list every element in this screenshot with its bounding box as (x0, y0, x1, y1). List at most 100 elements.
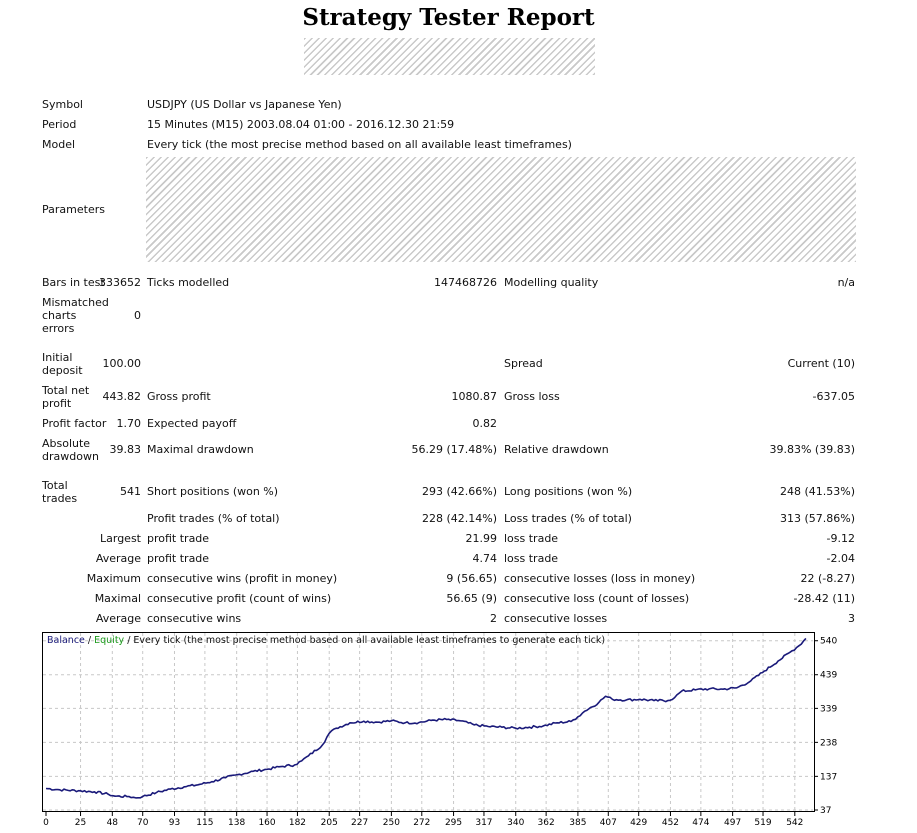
profit-factor-value: 1.70 (116, 417, 142, 430)
legend-balance: Balance (47, 635, 85, 646)
max-consecutive-losses-label: consecutive losses (loss in money) (504, 572, 696, 585)
gross-profit-label: Gross profit (147, 390, 211, 403)
largest-loss-value: -9.12 (826, 532, 855, 545)
legend-equity: Equity (94, 635, 124, 646)
period-value: 15 Minutes (M15) 2003.08.04 01:00 - 2016… (147, 118, 455, 131)
relative-drawdown-value: 39.83% (39.83) (769, 443, 855, 456)
x-tick-label: 25 (75, 818, 86, 828)
maximal-consecutive-loss-value: -28.42 (11) (793, 592, 855, 605)
quality-label: Modelling quality (504, 276, 599, 289)
ticks-value: 147468726 (434, 276, 497, 289)
y-tick-label: 137 (820, 772, 837, 782)
parameters-label: Parameters (42, 203, 105, 216)
x-tick-label: 542 (786, 818, 803, 828)
x-tick-label: 452 (662, 818, 679, 828)
mismatched-label: Mismatched (42, 296, 109, 309)
net-profit-value: 443.82 (102, 390, 142, 403)
absolute-drawdown-value: 39.83 (109, 443, 142, 456)
largest-profit-label: profit trade (147, 532, 210, 545)
initial-deposit-label: deposit (42, 364, 83, 377)
maximal-consecutive-profit-label: consecutive profit (count of wins) (147, 592, 332, 605)
legend-separator: / (85, 635, 94, 646)
short-positions-value: 293 (42.66%) (421, 485, 497, 498)
loss-trades-label: Loss trades (% of total) (504, 512, 632, 525)
maximal-consecutive-profit-value: 56.65 (9) (446, 592, 497, 605)
maximal-drawdown-label: Maximal drawdown (147, 443, 254, 456)
absolute-drawdown-label: Absolute (42, 437, 91, 450)
x-tick-label: 295 (445, 818, 462, 828)
maximal-drawdown-value: 56.29 (17.48%) (411, 443, 497, 456)
y-tick-label: 339 (820, 704, 837, 714)
model-value: Every tick (the most precise method base… (147, 138, 572, 151)
spread-value: Current (10) (787, 357, 855, 370)
y-axis-ticks: 540 439 339 238 137 37 (814, 637, 837, 816)
expected-payoff-label: Expected payoff (147, 417, 237, 430)
max-consecutive-losses-value: 22 (-8.27) (800, 572, 855, 585)
loss-trades-value: 313 (57.86%) (779, 512, 855, 525)
initial-deposit-value: 100.00 (102, 357, 142, 370)
symbol-value: USDJPY (US Dollar vs Japanese Yen) (147, 98, 342, 111)
bars-value: 333652 (99, 276, 141, 289)
gross-profit-value: 1080.87 (451, 390, 498, 403)
x-tick-label: 340 (507, 818, 524, 828)
maximum-label: Maximum (86, 572, 141, 585)
x-tick-label: 250 (383, 818, 400, 828)
y-tick-label: 37 (820, 806, 831, 816)
average-consecutive-wins-label: consecutive wins (147, 612, 242, 625)
total-trades-label: trades (42, 492, 78, 505)
x-tick-label: 519 (754, 818, 771, 828)
average-loss-label: loss trade (504, 552, 559, 565)
profit-factor-label: Profit factor (42, 417, 107, 430)
chart-grid (43, 633, 813, 811)
bars-label: Bars in test (42, 276, 105, 289)
largest-label: Largest (100, 532, 141, 545)
period-label: Period (42, 118, 77, 131)
x-tick-label: 362 (538, 818, 555, 828)
maximal-consecutive-loss-label: consecutive loss (count of losses) (504, 592, 690, 605)
x-tick-label: 138 (228, 818, 245, 828)
spread-label: Spread (504, 357, 543, 370)
balance-line (45, 637, 807, 799)
mismatched-label: errors (42, 322, 75, 335)
x-tick-label: 0 (43, 818, 49, 828)
symbol-label: Symbol (42, 98, 83, 111)
total-trades-value: 541 (120, 485, 141, 498)
y-tick-label: 540 (820, 637, 837, 647)
company-logo-hatch (304, 38, 595, 75)
max-consecutive-wins-value: 9 (56.65) (446, 572, 497, 585)
long-positions-label: Long positions (won %) (504, 485, 633, 498)
maximal-label: Maximal (94, 592, 141, 605)
x-tick-label: 407 (600, 818, 617, 828)
average-consecutive-label: Average (95, 612, 141, 625)
x-tick-label: 317 (475, 818, 492, 828)
x-tick-label: 227 (351, 818, 368, 828)
x-tick-label: 474 (692, 818, 709, 828)
x-tick-label: 115 (196, 818, 213, 828)
expected-payoff-value: 0.82 (472, 417, 498, 430)
model-label: Model (42, 138, 76, 151)
total-trades-label: Total (42, 479, 68, 492)
average-consecutive-losses-value: 3 (848, 612, 855, 625)
largest-profit-value: 21.99 (465, 532, 498, 545)
x-tick-label: 70 (137, 818, 149, 828)
chart-legend: Balance / Equity / Every tick (the most … (47, 635, 605, 646)
average-label: Average (95, 552, 141, 565)
mismatched-value: 0 (134, 309, 141, 322)
average-profit-value: 4.74 (472, 552, 498, 565)
largest-loss-label: loss trade (504, 532, 559, 545)
x-tick-label: 182 (289, 818, 306, 828)
gross-loss-label: Gross loss (504, 390, 560, 403)
x-tick-label: 497 (724, 818, 741, 828)
x-tick-label: 429 (630, 818, 647, 828)
ticks-label: Ticks modelled (147, 276, 230, 289)
max-consecutive-wins-label: consecutive wins (profit in money) (147, 572, 338, 585)
long-positions-value: 248 (41.53%) (779, 485, 855, 498)
balance-chart: Balance / Equity / Every tick (the most … (42, 632, 837, 828)
chart-plot-area (42, 632, 815, 812)
average-profit-label: profit trade (147, 552, 210, 565)
profit-trades-value: 228 (42.14%) (421, 512, 497, 525)
absolute-drawdown-label: drawdown (42, 450, 99, 463)
profit-trades-label: Profit trades (% of total) (147, 512, 280, 525)
x-tick-label: 48 (107, 818, 119, 828)
y-tick-label: 439 (820, 671, 837, 681)
